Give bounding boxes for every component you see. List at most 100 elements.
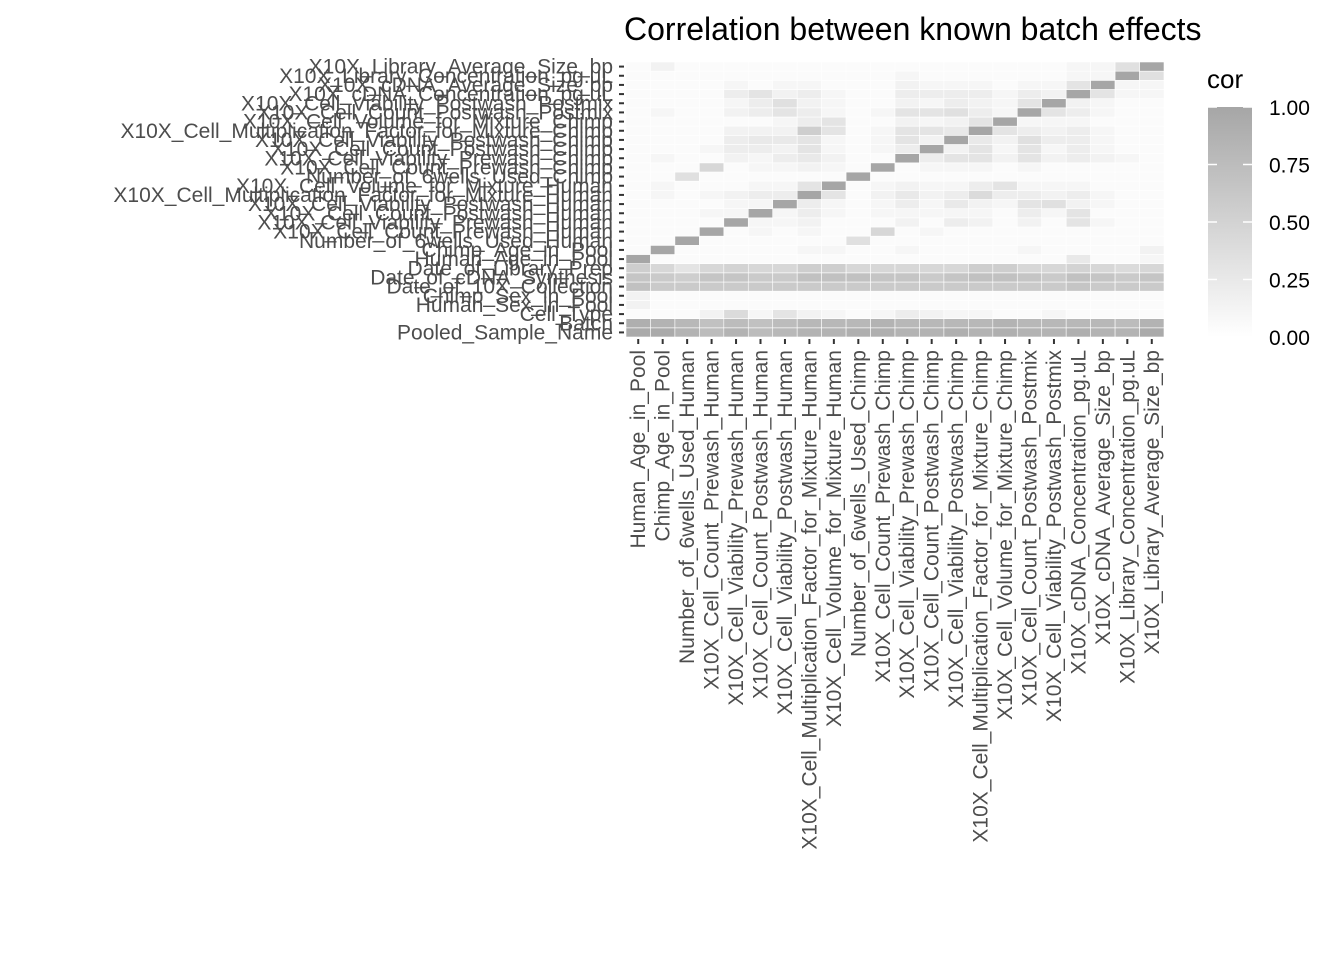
- heatmap-cell: [821, 144, 847, 154]
- legend-tick-label: 0.75: [1269, 155, 1310, 178]
- heatmap-cell: [1016, 254, 1043, 264]
- heatmap-cell: [1139, 171, 1165, 182]
- heatmap-cell: [968, 272, 994, 283]
- y-tick-label: X10X_Cell_Count_Postwash_Postmix: [257, 101, 614, 124]
- heatmap-cell: [796, 180, 822, 191]
- heatmap-cell: [699, 300, 725, 310]
- heatmap-cell: [674, 162, 700, 173]
- heatmap-cell: [1016, 61, 1043, 72]
- heatmap-cell: [845, 98, 871, 109]
- heatmap-cell: [625, 290, 651, 301]
- heatmap-cell: [723, 162, 749, 173]
- heatmap-cell: [772, 80, 798, 90]
- heatmap-cell: [894, 199, 920, 209]
- heatmap-cell: [1090, 199, 1116, 209]
- heatmap-cell: [992, 98, 1018, 109]
- heatmap-cell: [699, 153, 725, 164]
- heatmap-cell: [1090, 235, 1116, 246]
- x-tick-label: X10X_Cell_Viability_Prewash_Chimp: [896, 350, 919, 699]
- heatmap-cell: [1139, 70, 1165, 81]
- heatmap-cell: [943, 281, 969, 292]
- heatmap-cell: [1065, 89, 1091, 99]
- heatmap-cell: [919, 309, 945, 319]
- heatmap-cell: [1065, 180, 1091, 191]
- heatmap-cell: [1114, 263, 1140, 274]
- heatmap-cell: [992, 235, 1018, 246]
- x-tick-label: X10X_Cell_Viability_Postwash_Postmix: [1043, 350, 1066, 722]
- heatmap-cell: [723, 318, 749, 329]
- heatmap-cell: [1041, 263, 1067, 274]
- heatmap-cell: [968, 254, 994, 264]
- heatmap-cell: [747, 300, 774, 310]
- x-tick-label: X10X_Cell_Volume_for_Mixture_Chimp: [994, 350, 1017, 720]
- heatmap-cell: [1139, 226, 1165, 237]
- heatmap-cell: [699, 245, 725, 255]
- heatmap-cell: [821, 80, 847, 90]
- heatmap-cell: [650, 327, 676, 338]
- heatmap-cell: [796, 89, 822, 99]
- heatmap-cell: [992, 125, 1018, 136]
- y-tick-label: X10X_Cell_Viability_Postwash_Chimp: [255, 129, 613, 152]
- heatmap-cell: [1114, 281, 1140, 292]
- heatmap-cell: [870, 144, 896, 154]
- heatmap-cell: [821, 70, 847, 81]
- heatmap-cell: [1090, 125, 1116, 136]
- heatmap-cell: [650, 318, 676, 329]
- heatmap-cell: [1065, 153, 1091, 164]
- heatmap-cell: [747, 309, 774, 319]
- heatmap-cell: [894, 290, 920, 301]
- heatmap-cell: [1065, 208, 1091, 219]
- heatmap-cell: [1016, 208, 1043, 219]
- heatmap-cell: [870, 70, 896, 81]
- heatmap-cell: [919, 290, 945, 301]
- heatmap-cell: [821, 245, 847, 255]
- heatmap-cell: [747, 254, 774, 264]
- heatmap-cell: [1114, 300, 1140, 310]
- heatmap-cell: [1065, 281, 1091, 292]
- heatmap-cell: [650, 245, 676, 255]
- heatmap-cell: [723, 190, 749, 200]
- heatmap-cell: [772, 272, 798, 283]
- heatmap-cell: [845, 153, 871, 164]
- y-tick-label: X10X_Library_Concentration_pg.uL: [279, 65, 613, 88]
- heatmap-cell: [1041, 98, 1067, 109]
- heatmap-cell: [821, 281, 847, 292]
- heatmap-cell: [723, 263, 749, 274]
- heatmap-cell: [699, 70, 725, 81]
- heatmap-cell: [650, 171, 676, 182]
- heatmap-cell: [894, 89, 920, 99]
- heatmap-cell: [870, 125, 896, 136]
- heatmap-cell: [796, 217, 822, 228]
- heatmap-cell: [1016, 290, 1043, 301]
- heatmap-cell: [968, 180, 994, 191]
- heatmap-cell: [1114, 61, 1140, 72]
- heatmap-cell: [968, 290, 994, 301]
- heatmap-cell: [1041, 135, 1067, 145]
- heatmap-cell: [1090, 89, 1116, 99]
- heatmap-cell: [870, 290, 896, 301]
- heatmap-cell: [625, 199, 651, 209]
- heatmap-cell: [1041, 89, 1067, 99]
- heatmap-cell: [1065, 61, 1091, 72]
- heatmap-cell: [699, 226, 725, 237]
- heatmap-cell: [845, 171, 871, 182]
- heatmap-cell: [870, 226, 896, 237]
- heatmap-cell: [821, 226, 847, 237]
- heatmap-cell: [943, 135, 969, 145]
- heatmap-cell: [625, 162, 651, 173]
- heatmap-cell: [821, 199, 847, 209]
- heatmap-cell: [870, 98, 896, 109]
- x-tick-label: X10X_Library_Average_Size_bp: [1141, 350, 1164, 654]
- heatmap-cell: [723, 327, 749, 338]
- heatmap-cell: [1090, 98, 1116, 109]
- heatmap-cell: [919, 263, 945, 274]
- heatmap-cell: [1065, 309, 1091, 319]
- heatmap-cell: [943, 144, 969, 154]
- x-tick-label: X10X_Cell_Volume_for_Mixture_Human: [823, 350, 846, 727]
- x-tick-label: X10X_Cell_Viability_Prewash_Human: [725, 350, 748, 706]
- heatmap-cell: [796, 272, 822, 283]
- heatmap-cell: [992, 70, 1018, 81]
- heatmap-cell: [1065, 162, 1091, 173]
- legend-tick-label: 1.00: [1269, 97, 1310, 120]
- heatmap-cell: [674, 98, 700, 109]
